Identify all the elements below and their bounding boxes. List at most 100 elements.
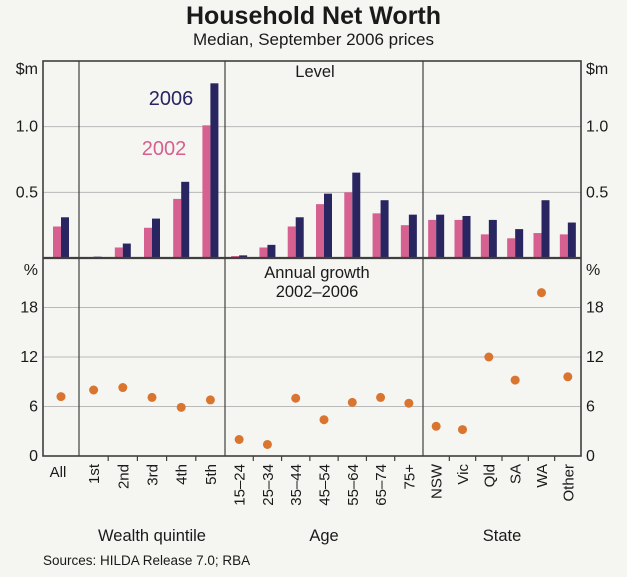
bar-2002 (533, 233, 542, 258)
bar-2002 (559, 234, 568, 258)
y-tick-level-right: 1.0 (586, 119, 608, 136)
bar-2002 (173, 198, 182, 258)
category-label: Qld (481, 464, 498, 487)
y-tick-growth-right: 18 (586, 300, 604, 317)
category-label: 3rd (145, 464, 162, 486)
bar-2002 (480, 234, 489, 258)
bar-2006 (181, 181, 190, 258)
category-label: 45–54 (317, 464, 334, 506)
y-tick-level-left: 1.0 (16, 119, 38, 136)
y-tick-level-right: 0.5 (586, 184, 608, 201)
bar-2002 (428, 219, 437, 258)
y-tick-growth-right: 12 (586, 349, 604, 366)
category-label: Vic (455, 464, 472, 485)
growth-dot (291, 393, 301, 403)
bar-2006 (122, 243, 131, 258)
y-tick-growth-left: 18 (20, 300, 38, 317)
bar-2006 (408, 214, 417, 258)
y-tick-growth-right: 6 (586, 399, 595, 416)
bar-2002 (287, 226, 296, 258)
bar-2002 (344, 192, 353, 258)
y-tick-growth-left: 12 (20, 349, 38, 366)
growth-dot (319, 415, 329, 425)
category-label: Other (560, 464, 577, 502)
bar-2002 (114, 247, 123, 258)
category-label: 35–44 (288, 464, 305, 506)
y-tick-growth-left: 6 (29, 399, 38, 416)
bar-2006 (352, 172, 361, 258)
bar-2006 (324, 193, 332, 258)
legend-2002: 2002 (141, 138, 187, 160)
growth-dot (234, 435, 244, 444)
bar-2002 (202, 125, 211, 258)
growth-dot (376, 392, 386, 402)
growth-dot (347, 397, 357, 407)
bar-2002 (53, 226, 61, 258)
category-label: 15–24 (232, 464, 249, 506)
annual-growth-title: Annual growth (264, 264, 370, 282)
bar-2002 (259, 247, 268, 258)
legend-2006: 2006 (148, 88, 194, 110)
bar-2006 (541, 200, 550, 258)
panel-label-level: Level (295, 63, 335, 81)
bar-2006 (515, 229, 524, 258)
bar-2002 (400, 225, 409, 258)
bar-2006 (152, 218, 160, 258)
chart-title: Household Net Worth (185, 2, 442, 30)
category-label: 25–34 (260, 464, 277, 506)
y-tick-level-left: 0.5 (16, 184, 38, 201)
growth-dot (484, 352, 494, 362)
y-unit-growth-right: % (586, 262, 600, 279)
category-label: WA (534, 464, 551, 488)
bar-2002 (316, 204, 324, 258)
growth-dot (89, 385, 99, 395)
category-label: 75+ (401, 464, 418, 490)
growth-dot (431, 421, 441, 431)
category-label: 1st (86, 463, 103, 484)
growth-dot (176, 402, 186, 412)
y-tick-growth-right: 0 (586, 448, 595, 465)
growth-dot (404, 398, 414, 408)
category-label: 55–64 (345, 464, 362, 506)
bar-2006 (567, 222, 576, 258)
y-unit-growth-left: % (24, 262, 38, 279)
bar-2006 (488, 219, 497, 258)
growth-dot (147, 392, 157, 402)
group-label: Wealth quintile (98, 527, 206, 545)
group-label: Age (309, 527, 338, 545)
category-label: 65–74 (373, 464, 390, 506)
bar-2002 (454, 219, 463, 258)
category-label: SA (508, 464, 525, 484)
growth-dot (458, 425, 467, 435)
y-unit-level-right: $m (586, 61, 608, 78)
growth-dot (262, 439, 272, 449)
bar-2006 (61, 217, 69, 258)
category-label: NSW (429, 463, 446, 499)
bar-2006 (436, 214, 445, 258)
annual-growth-subtitle: 2002–2006 (275, 283, 359, 301)
bar-2006 (462, 215, 471, 258)
growth-dot (205, 395, 215, 405)
bar-2006 (380, 200, 389, 258)
growth-dot (118, 383, 128, 393)
bar-2006 (239, 255, 248, 258)
category-label: 5th (203, 464, 220, 485)
y-unit-level-left: $m (16, 61, 38, 78)
bar-2006 (267, 244, 276, 258)
bar-2002 (372, 213, 381, 258)
growth-dot (563, 372, 573, 382)
bar-2002 (144, 227, 152, 258)
category-label: 4th (174, 464, 191, 485)
y-tick-growth-left: 0 (29, 448, 38, 465)
category-label: 2nd (115, 464, 132, 489)
growth-dot (56, 392, 66, 402)
bar-2006 (295, 217, 304, 258)
growth-dot (510, 375, 520, 385)
growth-dot (537, 288, 546, 298)
bar-2002 (507, 238, 516, 258)
sources-note: Sources: HILDA Release 7.0; RBA (43, 553, 251, 568)
group-label: State (483, 527, 522, 545)
bar-2006 (210, 83, 219, 259)
